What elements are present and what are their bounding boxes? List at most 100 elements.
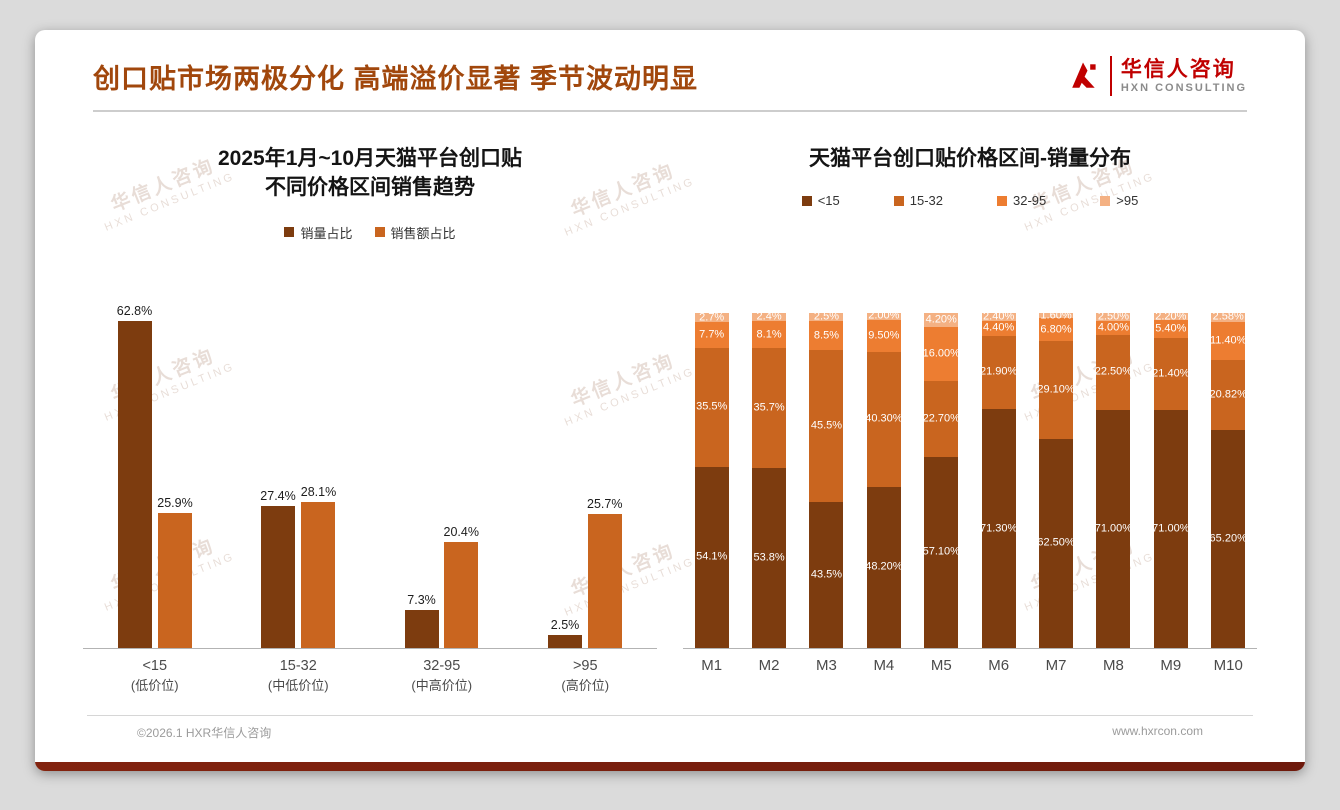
bar-segment: 1.60%: [1039, 310, 1074, 321]
segment-value-label: 2.7%: [699, 311, 725, 324]
bar-wrap: 28.1%: [301, 485, 336, 648]
segment-value-label: 2.40%: [983, 310, 1015, 323]
bar-segment: 2.4%: [752, 311, 787, 322]
month-label: M5: [930, 657, 952, 674]
month-label: M1: [701, 657, 723, 674]
bottom-accent-bar: [35, 762, 1305, 771]
segment-value-label: 20.82%: [1209, 388, 1247, 401]
segment-value-label: 6.80%: [1040, 323, 1072, 336]
bar-wrap: 7.3%: [404, 593, 439, 648]
left-chart-title-line1: 2025年1月~10月天猫平台创口贴: [217, 147, 523, 170]
category-label-range: 32-95: [423, 658, 461, 674]
stacked-bar-column: 62.50% 29.10% 6.80% 1.60%: [1035, 310, 1077, 648]
bar-stack: 57.10% 22.70% 16.00% 4.20%: [923, 313, 960, 648]
bar-wrap: 27.4%: [260, 489, 296, 648]
category-label-tier: (低价位): [130, 677, 179, 693]
bar-segment: 4.00%: [1096, 321, 1131, 335]
bar-segment: 48.20%: [865, 486, 903, 648]
month-label: M8: [1103, 657, 1124, 674]
bar-value-label: 62.8%: [116, 304, 153, 319]
segment-value-label: 2.58%: [1212, 310, 1244, 323]
segment-value-label: 35.7%: [753, 401, 785, 414]
left-chart-legend: 销量占比 销售额占比: [83, 223, 657, 242]
legend-item: 销量占比: [284, 223, 353, 242]
bar-stack: 71.30% 21.90% 4.40% 2.40%: [980, 311, 1017, 648]
bar-group: 2.5% 25.7%: [523, 497, 647, 648]
stacked-bar-column: 71.30% 21.90% 4.40% 2.40%: [978, 311, 1020, 648]
segment-value-label: 71.00%: [1152, 522, 1190, 535]
bar-segment: 2.58%: [1211, 311, 1246, 322]
segment-value-label: 22.70%: [922, 412, 960, 425]
bar-segment: 43.5%: [809, 502, 844, 648]
segment-value-label: 62.50%: [1037, 536, 1075, 549]
bar-value-label: 28.1%: [300, 484, 337, 499]
segment-value-label: 8.5%: [813, 329, 839, 342]
hxn-logo-icon: [1065, 58, 1101, 94]
bar-segment: 4.20%: [924, 313, 959, 328]
logo-divider: [1109, 56, 1112, 96]
segment-value-label: 21.90%: [979, 365, 1018, 378]
stacked-bar-chart: 天猫平台创口贴价格区间-销量分布 <15 15-32 32-95 >95 54.1% 3…: [683, 112, 1257, 695]
grouped-bar-chart: 2025年1月~10月天猫平台创口贴 不同价格区间销售趋势 销量占比 销售额占比 …: [83, 112, 657, 695]
bar: [548, 635, 583, 648]
bar-segment: 2.20%: [1153, 311, 1188, 322]
month-label: M4: [873, 657, 895, 674]
month-label: M6: [988, 657, 1010, 674]
segment-value-label: 1.60%: [1040, 309, 1072, 322]
bar-segment: 22.50%: [1095, 334, 1132, 411]
month-label: M9: [1160, 657, 1182, 674]
bar-stack: 48.20% 40.30% 9.50% 2.00%: [865, 310, 903, 648]
legend-item: >95: [1100, 193, 1138, 208]
segment-value-label: 8.1%: [756, 328, 782, 341]
right-chart-plot: 54.1% 35.5% 7.7% 2.7% 53.8% 35.7% 8.1% 2.4% 43.5…: [683, 310, 1257, 649]
segment-value-label: 35.5%: [696, 400, 728, 413]
stacked-bar-column: 53.8% 35.7% 8.1% 2.4%: [748, 311, 790, 648]
bar-segment: 35.5%: [694, 347, 729, 467]
bar-segment: 20.82%: [1210, 359, 1247, 430]
legend-label: 15-32: [909, 193, 943, 209]
bar-segment: 2.5%: [809, 311, 844, 322]
legend-swatch: [374, 227, 385, 238]
stacked-bar-column: 71.00% 22.50% 4.00% 2.50%: [1092, 311, 1134, 648]
bar-wrap: 25.9%: [157, 496, 193, 648]
bar-segment: 21.90%: [980, 335, 1017, 410]
bar-segment: 53.8%: [752, 467, 787, 648]
legend-item: 销售额占比: [374, 223, 456, 242]
bar: [587, 514, 622, 648]
bar-segment: 2.00%: [866, 310, 901, 321]
stacked-bar-column: 65.20% 20.82% 11.40% 2.58%: [1207, 311, 1249, 648]
bar-segment: 65.20%: [1210, 429, 1247, 648]
stacked-bar-column: 48.20% 40.30% 9.50% 2.00%: [863, 310, 905, 648]
category-label: >95 (高价位): [523, 657, 647, 695]
left-chart-title-line2: 不同价格区间销售趋势: [265, 176, 475, 200]
charts-area: 2025年1月~10月天猫平台创口贴 不同价格区间销售趋势 销量占比 销售额占比 …: [35, 112, 1305, 695]
legend-item: <15: [801, 193, 840, 208]
slide-header: 创口贴市场两极分化 高端溢价显著 季节波动明显 华信人咨询 HXN CONSUL…: [93, 30, 1247, 112]
bar-stack: 54.1% 35.5% 7.7% 2.7%: [694, 312, 729, 648]
legend-swatch: [1100, 195, 1111, 206]
bar-segment: 29.10%: [1037, 341, 1075, 439]
segment-value-label: 53.8%: [753, 551, 785, 564]
logo-text: 华信人咨询 HXN CONSULTING: [1121, 58, 1247, 95]
month-label: M3: [816, 657, 837, 674]
bar: [444, 541, 479, 648]
legend-swatch: [893, 195, 904, 206]
segment-value-label: 9.50%: [868, 329, 900, 342]
segment-value-label: 4.40%: [983, 321, 1015, 334]
left-chart-x-axis: <15 (低价位) 15-32 (中低价位) 32-95 (中高价位) >95 (高价位): [83, 649, 657, 695]
category-label-tier: (中低价位): [267, 677, 329, 693]
segment-value-label: 2.50%: [1097, 310, 1130, 323]
segment-value-label: 29.10%: [1037, 383, 1075, 396]
bar-segment: 8.1%: [752, 321, 787, 349]
bar-stack: 71.00% 21.40% 5.40% 2.20%: [1152, 311, 1189, 648]
right-chart-x-axis: M1 M2 M3 M4 M5 M6 M7 M8 M9 M10: [683, 649, 1257, 695]
stacked-bar-column: 57.10% 22.70% 16.00% 4.20%: [920, 313, 962, 648]
bar-segment: 62.50%: [1037, 438, 1075, 648]
stacked-bar-column: 54.1% 35.5% 7.7% 2.7%: [691, 312, 733, 648]
legend-label: 销售额占比: [390, 225, 456, 241]
bar-segment: 4.40%: [981, 321, 1016, 336]
slide-footer: ©2026.1 HXR华信人咨询 www.hxrcon.com: [87, 715, 1253, 741]
footer-url: www.hxrcon.com: [1112, 724, 1203, 738]
segment-value-label: 2.4%: [756, 310, 782, 323]
category-label-tier: (中高价位): [411, 677, 473, 693]
